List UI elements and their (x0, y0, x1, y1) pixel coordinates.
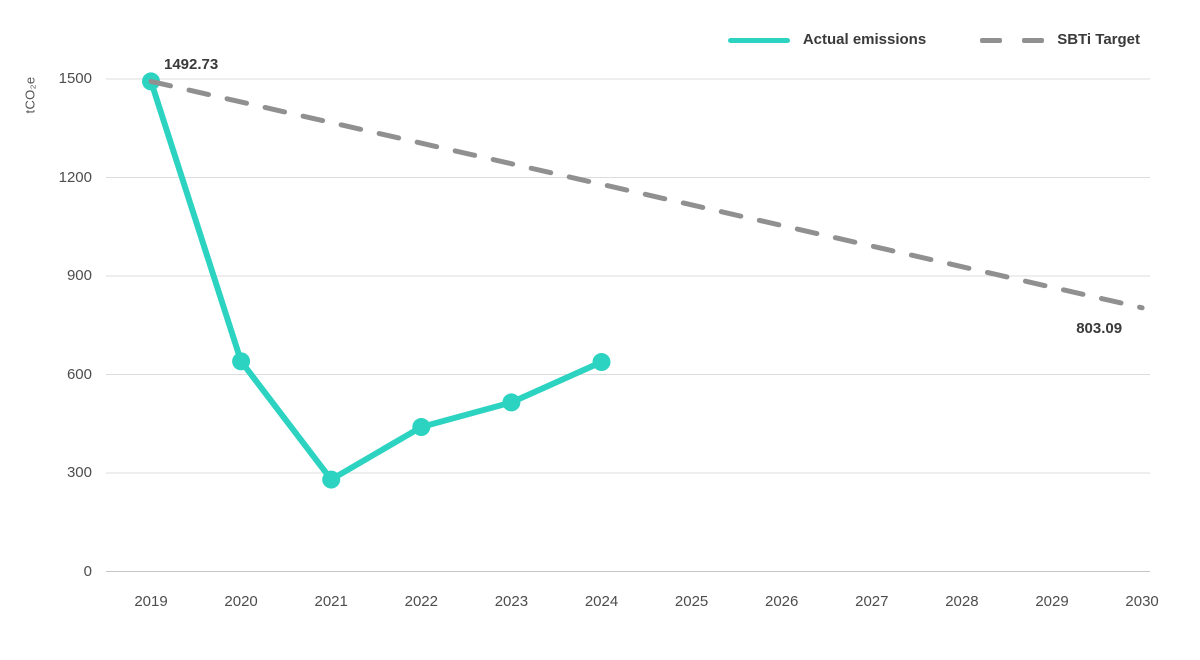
data-label-803.09: 803.09 (1076, 319, 1123, 337)
sbti-target-dash-swatch (980, 37, 1045, 43)
x-tick-label-2029: 2029 (1035, 593, 1069, 610)
x-tick-label-2025: 2025 (674, 593, 709, 610)
data-point-2023[interactable] (502, 393, 521, 412)
x-tick-label-2022: 2022 (404, 593, 438, 610)
legend-label-sbti-target: SBTi Target (1057, 31, 1140, 48)
x-tick-label-2026: 2026 (765, 593, 799, 610)
x-tick-label-2030: 2030 (1125, 593, 1159, 610)
data-label-1492.73: 1492.73 (164, 56, 219, 74)
y-tick-label-300: 300 (66, 464, 92, 481)
data-point-2024[interactable] (592, 353, 611, 372)
x-tick-label-2020: 2020 (224, 593, 258, 610)
legend-item-sbti-target[interactable]: SBTi Target (980, 31, 1140, 49)
actual-emissions-line-swatch (727, 37, 790, 43)
legend-item-actual-emissions[interactable]: Actual emissions (727, 31, 927, 49)
series-line-actual-emissions (148, 78, 605, 483)
x-tick-label-2027: 2027 (855, 593, 889, 610)
legend-label-actual-emissions: Actual emissions (802, 31, 927, 48)
data-point-2022[interactable] (412, 418, 431, 437)
x-tick-label-2023: 2023 (494, 593, 529, 610)
y-tick-label-0: 0 (83, 562, 92, 580)
x-tick-label-2024: 2024 (584, 593, 619, 610)
legend: Actual emissions SBTi Target (727, 31, 1140, 49)
y-tick-label-900: 900 (66, 267, 92, 284)
y-tick-label-1500: 1500 (58, 70, 92, 87)
data-point-2020[interactable] (232, 352, 251, 371)
series-line-sbti-target (148, 78, 1145, 311)
x-tick-label-2028: 2028 (945, 593, 979, 610)
y-tick-label-1200: 1200 (58, 168, 92, 186)
y-tick-label-600: 600 (66, 365, 92, 383)
x-tick-label-2021: 2021 (314, 593, 348, 610)
data-point-2021[interactable] (322, 470, 341, 489)
x-tick-label-2019: 2019 (134, 593, 168, 610)
